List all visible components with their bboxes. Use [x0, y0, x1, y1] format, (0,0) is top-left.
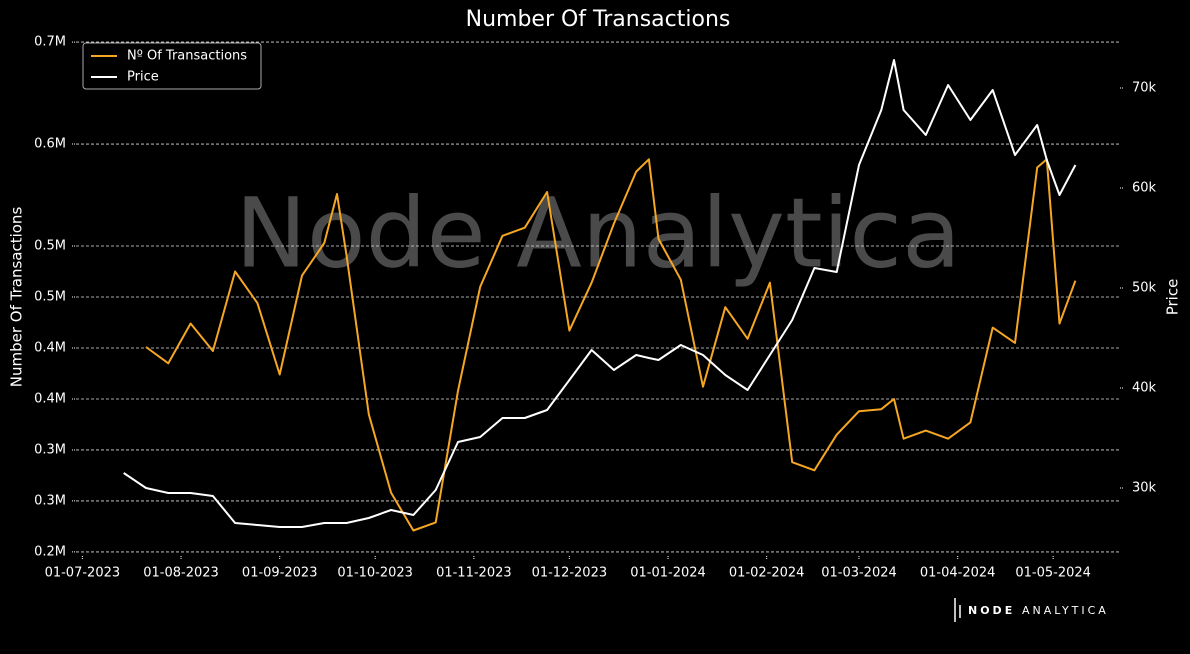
x-tick-label: 01-05-2024: [1015, 566, 1091, 581]
y2-tick-label: 70k: [1132, 81, 1157, 96]
legend-box: [82, 42, 262, 90]
y-tick-label: 0.3M: [34, 442, 66, 457]
series-line: [123, 59, 1077, 528]
y-tick-label: 0.7M: [34, 35, 66, 50]
y2-axis-label: Price: [1164, 279, 1182, 316]
y-tick-label: 0.3M: [34, 493, 66, 508]
legend: Nº Of Transactions Price: [82, 42, 262, 90]
y2-tick-label: 40k: [1132, 381, 1157, 396]
x-tick-label: 01-03-2024: [821, 566, 897, 581]
y2-tick-label: 60k: [1132, 181, 1157, 196]
logo-text: NODE: [968, 604, 1015, 617]
x-tick-label: 01-01-2024: [630, 566, 706, 581]
y-tick-label: 0.2M: [34, 544, 66, 559]
x-tick-label: 01-10-2023: [337, 566, 413, 581]
x-tick-label: 01-11-2023: [436, 566, 512, 581]
y-tick-label: 0.6M: [34, 137, 66, 152]
legend-label: Nº Of Transactions: [127, 49, 247, 64]
logo: NODE ANALYTICA: [954, 598, 1109, 622]
x-tick-label: 01-12-2023: [532, 566, 608, 581]
legend-label: Price: [127, 70, 159, 85]
x-tick-label: 01-08-2023: [143, 566, 219, 581]
y2-tick-label: 30k: [1132, 481, 1157, 496]
x-tick-label: 01-04-2024: [920, 566, 996, 581]
watermark: Node Analytica: [235, 177, 961, 289]
y-tick-label: 0.5M: [34, 290, 66, 305]
series-line: [145, 158, 1077, 532]
logo-text: ANALYTICA: [1022, 604, 1109, 617]
y-tick-label: 0.5M: [34, 239, 66, 254]
x-tick-label: 01-07-2023: [45, 566, 121, 581]
y-tick-label: 0.4M: [34, 340, 66, 355]
x-tick-label: 01-02-2024: [729, 566, 805, 581]
y-axis-label: Number Of Transactions: [8, 207, 26, 388]
y2-tick-label: 50k: [1132, 281, 1157, 296]
y-tick-label: 0.4M: [34, 391, 66, 406]
x-tick-label: 01-09-2023: [242, 566, 318, 581]
chart-title: Number Of Transactions: [466, 7, 731, 32]
